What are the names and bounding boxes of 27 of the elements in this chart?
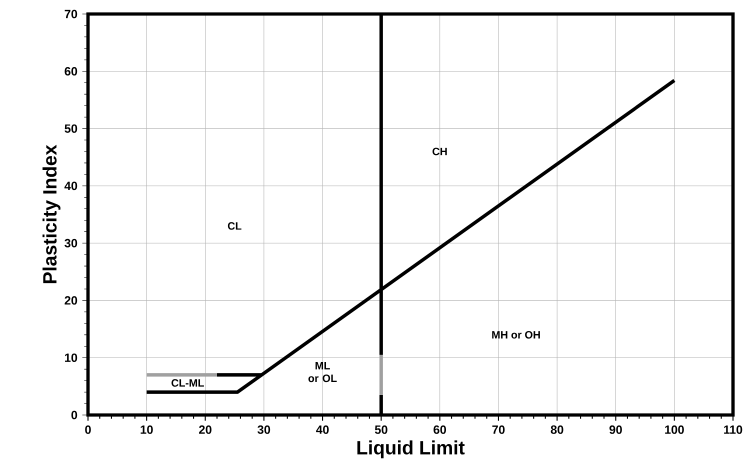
annotation: MH or OH: [492, 331, 540, 339]
y-tick-label: 70: [64, 10, 78, 18]
x-tick-label: 100: [665, 425, 684, 434]
annotation: ML or OL: [308, 362, 337, 382]
x-tick-label: 0: [85, 425, 91, 434]
y-axis-title: Plasticity Index: [42, 144, 60, 284]
x-tick-label: 70: [492, 425, 505, 434]
x-tick-label: 10: [140, 425, 153, 434]
x-tick-label: 110: [724, 425, 742, 434]
y-tick-label: 20: [64, 296, 78, 305]
x-tick-label: 90: [609, 425, 622, 434]
x-tick-label: 40: [316, 425, 329, 434]
y-tick-label: 50: [64, 124, 78, 133]
x-tick-label: 20: [199, 425, 212, 434]
x-tick-label: 80: [550, 425, 564, 434]
y-tick-label: 10: [65, 353, 78, 362]
x-tick-label: 50: [374, 425, 388, 434]
annotation: CH: [432, 148, 447, 156]
x-tick-label: 30: [258, 425, 270, 434]
y-tick-label: 0: [71, 410, 78, 420]
annotation: CL: [228, 222, 242, 230]
y-tick-label: 30: [64, 238, 78, 248]
y-tick-label: 60: [64, 67, 78, 76]
x-axis-title: Liquid Limit: [357, 440, 465, 458]
annotation: CL-ML: [172, 379, 204, 387]
y-tick-label: 40: [64, 182, 78, 190]
x-tick-label: 60: [434, 425, 446, 434]
